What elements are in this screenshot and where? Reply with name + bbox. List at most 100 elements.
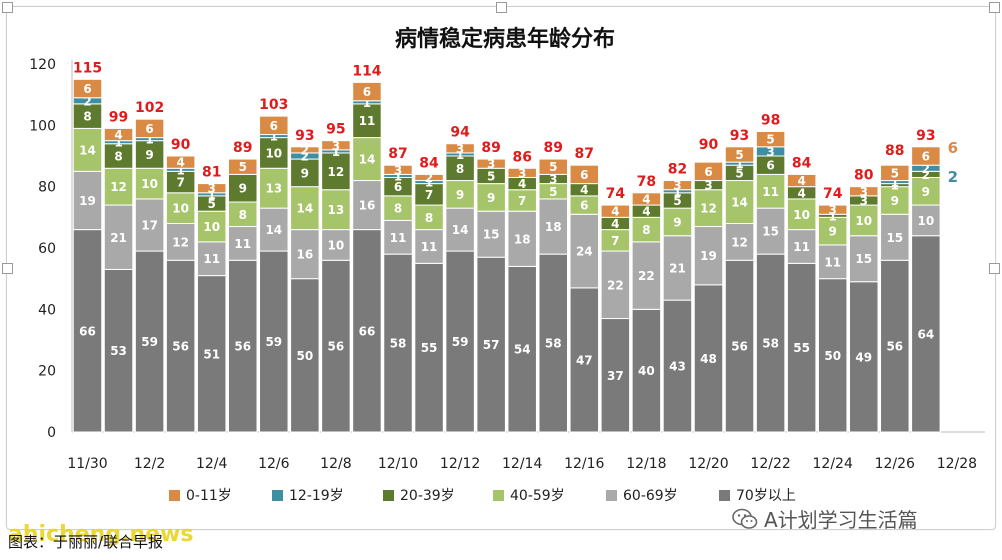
bar-segment-label: 5 [549, 160, 557, 174]
legend-item: 20-39岁 [383, 488, 455, 504]
bar-group: 66 19 14 8 26 115 [72, 60, 103, 433]
bar-segment-label: 16 [296, 248, 313, 262]
bar-segment-label: 49 [855, 350, 872, 364]
bar-segment-label: 43 [669, 360, 686, 374]
bar-segment [849, 235, 879, 283]
bar-segment [445, 180, 475, 209]
bar-total-label: 89 [481, 140, 500, 156]
legend-item: 60-69岁 [606, 488, 678, 504]
x-tick-label: 11/30 [67, 456, 107, 472]
bar-segment-label: 13 [328, 203, 345, 217]
x-tick-label: 12/14 [502, 456, 542, 472]
bar-group: 59 17 10 916 102 [134, 100, 165, 433]
wechat-icon [732, 508, 758, 529]
bar-segment-label: 10 [855, 214, 872, 228]
bar-segment [383, 164, 413, 175]
bar-segment [228, 259, 258, 433]
bar-segment-label: 47 [576, 353, 593, 367]
bar-segment [724, 222, 755, 261]
bar-segment-label: 21 [110, 231, 127, 245]
bar-segment [786, 262, 817, 433]
bar-segment [662, 180, 693, 191]
bar-total-label: 80 [854, 168, 874, 184]
bar-segment-label: 3 [860, 194, 868, 208]
x-tick-label: 12/2 [134, 456, 165, 472]
bar-segment [693, 189, 724, 228]
bar-segment-label: 4 [642, 205, 650, 219]
bar-group: 56 12 10 714 90 [165, 137, 196, 433]
bar-total-label: 95 [326, 122, 345, 138]
x-tick-label: 12/22 [750, 456, 790, 472]
bar-segment-label: 3 [487, 157, 495, 171]
bar-segment-label: 55 [421, 341, 438, 355]
bar-segment-label: 12 [110, 180, 127, 194]
bar-segment-label: 9 [239, 182, 247, 196]
bar-segment [880, 164, 910, 182]
bar-segment-label: 5 [549, 185, 557, 199]
bar-segment-label: 8 [456, 162, 464, 176]
bar-segment [600, 204, 631, 218]
bar-segment-label: 11 [390, 231, 407, 245]
chart-credit: 图表：于丽丽/联合早报 [8, 533, 164, 551]
bar-segment-label: 58 [545, 337, 562, 351]
legend-item: 70岁以上 [719, 488, 796, 504]
frame-handle-top-right[interactable] [989, 2, 1000, 13]
bar-segment-label: 9 [301, 166, 309, 180]
bar-segment [849, 186, 879, 197]
frame-handle-right-middle[interactable] [989, 263, 1000, 274]
bar-segment-label: 12 [328, 165, 345, 179]
bar-segment-label: 59 [265, 335, 282, 349]
bar-segment [538, 253, 568, 433]
bar-segment-label: 11 [421, 240, 438, 254]
frame-handle-top-middle[interactable] [496, 2, 507, 13]
bar-segment-label: 40 [638, 364, 655, 378]
bar-segment-label: 4 [176, 156, 184, 170]
bar-segment-label: 8 [83, 110, 91, 124]
frame-handle-top-left[interactable] [2, 2, 13, 13]
bar-segment-label: 15 [483, 228, 500, 242]
bar-segment [755, 253, 786, 433]
bar-segment-label: 3 [766, 145, 774, 159]
frame-handle-left-middle[interactable] [2, 263, 13, 274]
bar-segment-label: 53 [110, 344, 127, 358]
bar-segment [290, 229, 320, 280]
bar-segment-label: 2 [301, 150, 309, 164]
legend-label: 0-11岁 [186, 488, 232, 504]
bar-total-label: 90 [171, 137, 191, 153]
bar-segment [911, 146, 941, 166]
bar-group: 56 12 14 515 93 [724, 128, 755, 433]
bar-segment-label: 19 [79, 194, 96, 208]
legend-swatch [169, 490, 180, 501]
bar-segment-label: 50 [296, 349, 313, 363]
bar-segment-label: 50 [824, 349, 841, 363]
bar-segment-label: 6 [270, 119, 278, 133]
bar-segment [600, 250, 631, 320]
bar-segment-label: 3 [332, 139, 340, 153]
bar-segment-label: 14 [359, 153, 376, 167]
bar-segment [228, 226, 258, 261]
bar-segment-label: 12 [731, 235, 748, 249]
bar-segment [631, 241, 662, 310]
x-tick-label: 12/8 [320, 456, 351, 472]
bar-segment-label: 54 [514, 343, 531, 357]
y-tick-label: 80 [38, 180, 56, 196]
bar-segment-label: 4 [580, 183, 588, 197]
bar-segment-label: 5 [673, 194, 681, 208]
bar-segment-label: 57 [483, 338, 500, 352]
bar-segment [134, 118, 165, 139]
bar-segment [693, 284, 724, 433]
bar-segment [631, 308, 662, 433]
legend-item: 0-11岁 [169, 488, 232, 504]
x-tick-label: 12/24 [813, 456, 853, 472]
bar-segment-label: 2 [922, 162, 930, 176]
y-tick-label: 40 [38, 302, 56, 318]
bar-total-label: 114 [352, 63, 381, 79]
y-tick-label: 120 [29, 57, 56, 73]
bar-segment [817, 204, 848, 215]
bar-segment [445, 155, 475, 182]
bar-segment-label: 1 [114, 136, 122, 150]
